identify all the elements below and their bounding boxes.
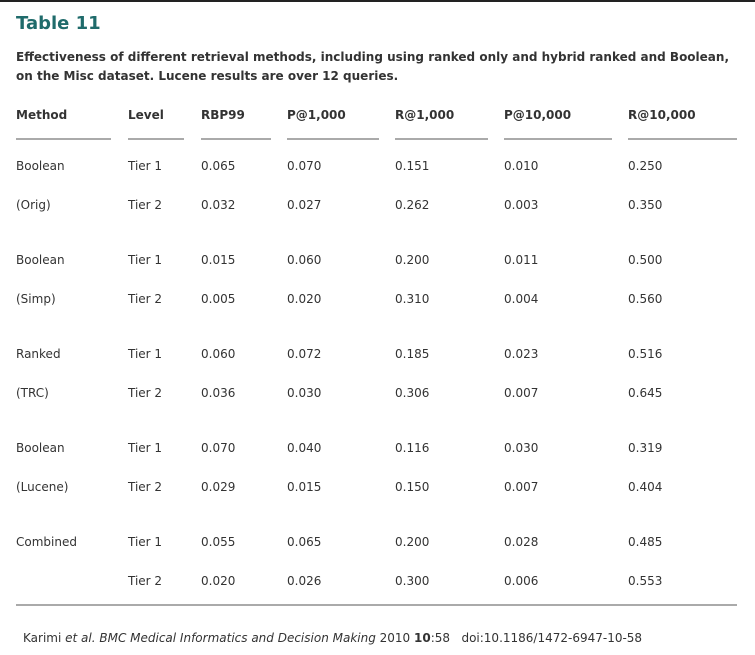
col-header: Level (128, 108, 164, 122)
table-cell: (Simp) (16, 292, 56, 306)
table-cell: 0.030 (287, 386, 322, 400)
table-cell: 0.029 (201, 480, 236, 494)
table-cell: Tier 2 (128, 292, 163, 306)
table-cell: 0.516 (628, 347, 663, 361)
bottom-rule (16, 604, 737, 606)
table-cell: 0.350 (628, 198, 663, 212)
table-cell: 0.015 (287, 480, 322, 494)
table-cell: 0.007 (504, 386, 539, 400)
table-cell: 0.553 (628, 574, 663, 588)
table-cell: Tier 1 (128, 159, 163, 173)
table-cell: Tier 2 (128, 386, 163, 400)
table-title: Table 11 (16, 13, 101, 34)
table-cell: 0.015 (201, 253, 236, 267)
table-cell: 0.030 (504, 441, 539, 455)
col-header: P@10,000 (504, 108, 572, 122)
table-cell: 0.027 (287, 198, 322, 212)
table-cell (16, 573, 111, 589)
table-cell: 0.200 (395, 253, 430, 267)
header-underline (16, 138, 111, 140)
table-cell: 0.065 (201, 159, 236, 173)
table-cell: 0.060 (287, 253, 322, 267)
table-cell: Tier 2 (128, 198, 163, 212)
table-cell: 0.150 (395, 480, 430, 494)
table-cell: 0.200 (395, 535, 430, 549)
table-cell: 0.011 (504, 253, 539, 267)
table-cell: 0.065 (287, 535, 322, 549)
table-cell: Tier 2 (128, 574, 163, 588)
table-cell: 0.020 (201, 574, 236, 588)
citation-doi[interactable]: doi:10.1186/1472-6947-10-58 (450, 631, 643, 645)
table-cell: Boolean (16, 159, 65, 173)
table-cell: 0.116 (395, 441, 430, 455)
col-header: P@1,000 (287, 108, 346, 122)
table-cell: 0.485 (628, 535, 663, 549)
top-border (0, 0, 755, 2)
col-header: Method (16, 108, 68, 122)
table-cell: (Lucene) (16, 480, 69, 494)
citation-etal: et al. (65, 631, 96, 645)
col-header: R@1,000 (395, 108, 455, 122)
table-cell: 0.028 (504, 535, 539, 549)
header-underline (287, 138, 379, 140)
table-cell: Boolean (16, 253, 65, 267)
table-cell: 0.070 (287, 159, 322, 173)
table-cell: 0.560 (628, 292, 663, 306)
table-cell: 0.020 (287, 292, 322, 306)
table-cell: 0.319 (628, 441, 663, 455)
table-cell: 0.026 (287, 574, 322, 588)
table-cell: 0.060 (201, 347, 236, 361)
table-cell: 0.006 (504, 574, 539, 588)
citation-year: 2010 (375, 631, 414, 645)
table-cell: 0.310 (395, 292, 430, 306)
table-cell: (Orig) (16, 198, 51, 212)
header-underline (201, 138, 271, 140)
col-header: RBP99 (201, 108, 245, 122)
table-cell: 0.040 (287, 441, 322, 455)
table-cell: Tier 1 (128, 347, 163, 361)
table-cell: 0.005 (201, 292, 236, 306)
table-cell: Tier 1 (128, 441, 163, 455)
header-underline (504, 138, 612, 140)
header-underline (628, 138, 737, 140)
table-cell: 0.645 (628, 386, 663, 400)
table-caption: Effectiveness of different retrieval met… (16, 50, 730, 83)
col-header: R@10,000 (628, 108, 696, 122)
citation-volume: 10 (414, 631, 431, 645)
table-cell: 0.032 (201, 198, 236, 212)
table-cell: 0.250 (628, 159, 663, 173)
table-cell: 0.072 (287, 347, 322, 361)
table-cell: Tier 2 (128, 480, 163, 494)
table-cell: Ranked (16, 347, 61, 361)
header-underline (128, 138, 184, 140)
table-cell: 0.262 (395, 198, 430, 212)
table-cell: 0.010 (504, 159, 539, 173)
citation-journal: BMC Medical Informatics and Decision Mak… (99, 631, 376, 645)
table-cell: 0.004 (504, 292, 539, 306)
table-cell: 0.007 (504, 480, 539, 494)
citation-issue: :58 (430, 631, 451, 645)
table-cell: Tier 1 (128, 253, 163, 267)
table-cell: Boolean (16, 441, 65, 455)
table-cell: 0.404 (628, 480, 663, 494)
table-cell: Combined (16, 535, 77, 549)
table-cell: 0.306 (395, 386, 430, 400)
table-cell: 0.036 (201, 386, 236, 400)
table-cell: 0.300 (395, 574, 430, 588)
table-cell: (TRC) (16, 386, 49, 400)
table-cell: 0.070 (201, 441, 236, 455)
table-cell: 0.185 (395, 347, 430, 361)
table-cell: Tier 1 (128, 535, 163, 549)
citation: Karimi et al. BMC Medical Informatics an… (23, 630, 642, 646)
table-cell: 0.500 (628, 253, 663, 267)
header-underline (395, 138, 488, 140)
table-cell: 0.023 (504, 347, 539, 361)
citation-authors: Karimi (23, 631, 66, 645)
table-cell: 0.151 (395, 159, 430, 173)
table-cell: 0.055 (201, 535, 236, 549)
table-cell: 0.003 (504, 198, 539, 212)
